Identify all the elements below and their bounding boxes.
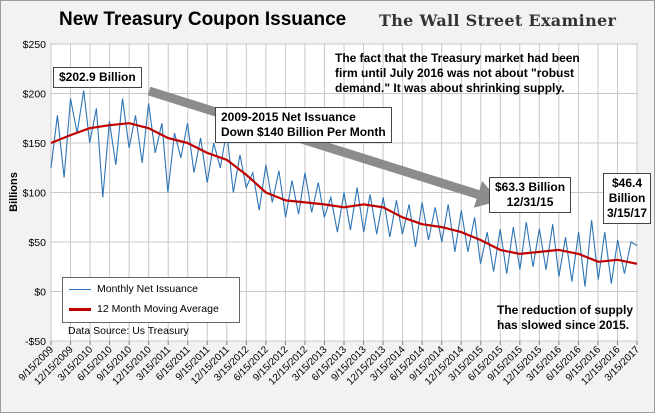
y-tick-label: $100 <box>23 188 47 200</box>
y-axis-title: Billions <box>8 172 20 212</box>
commentary-line3: demand." It was about shrinking supply. <box>335 81 565 95</box>
legend-swatch-monthly <box>69 288 91 290</box>
monthly-net-issuance-line <box>50 90 638 287</box>
commentary-line2: firm until July 2016 was not about "robu… <box>335 66 575 80</box>
moving-average-line <box>50 122 638 265</box>
y-tick-label: -$50 <box>25 336 46 348</box>
dec2015-callout: $63.3 Billion 12/31/15 <box>489 177 572 213</box>
legend-item-monthly: Monthly Net Issuance <box>69 283 198 295</box>
peak-label: $202.9 Billion <box>59 70 136 84</box>
mar2017-callout: $46.4 Billion 3/15/17 <box>603 173 652 224</box>
net-issuance-line1: 2009-2015 Net Issuance <box>221 110 356 124</box>
chart-title: New Treasury Coupon Issuance <box>59 9 347 30</box>
dec2015-line1: $63.3 Billion <box>495 180 566 194</box>
data-source: Data Source: Us Treasury <box>68 325 189 337</box>
net-issuance-callout: 2009-2015 Net Issuance Down $140 Billion… <box>215 107 392 143</box>
y-tick-label: $250 <box>23 39 47 51</box>
y-tick-label: $0 <box>34 287 46 299</box>
legend-item-moving-avg: 12 Month Moving Average <box>69 303 219 315</box>
mar2017-line1: $46.4 <box>612 176 643 190</box>
net-issuance-line2: Down $140 Billion Per Month <box>221 125 386 139</box>
mar2017-line3: 3/15/17 <box>607 206 648 220</box>
chart-legend: Monthly Net Issuance 12 Month Moving Ave… <box>62 277 240 323</box>
legend-label-monthly: Monthly Net Issuance <box>97 283 198 295</box>
dec2015-line2: 12/31/15 <box>506 195 554 209</box>
reduction-line2: has slowed since 2015. <box>497 318 630 332</box>
legend-swatch-moving-avg <box>69 307 91 311</box>
y-tick-label: $150 <box>23 138 47 150</box>
legend-label-moving-avg: 12 Month Moving Average <box>97 303 219 315</box>
commentary-line1: The fact that the Treasury market had be… <box>335 51 580 65</box>
reduction-line1: The reduction of supply <box>497 303 634 317</box>
brand-logo: The Wall Street Examiner <box>379 11 617 30</box>
y-tick-label: $200 <box>23 89 47 101</box>
y-tick-label: $50 <box>28 237 46 249</box>
peak-callout: $202.9 Billion <box>53 67 142 88</box>
commentary-text: The fact that the Treasury market had be… <box>335 51 580 96</box>
mar2017-line2: Billion <box>608 191 646 205</box>
reduction-note: The reduction of supply has slowed since… <box>497 303 633 333</box>
